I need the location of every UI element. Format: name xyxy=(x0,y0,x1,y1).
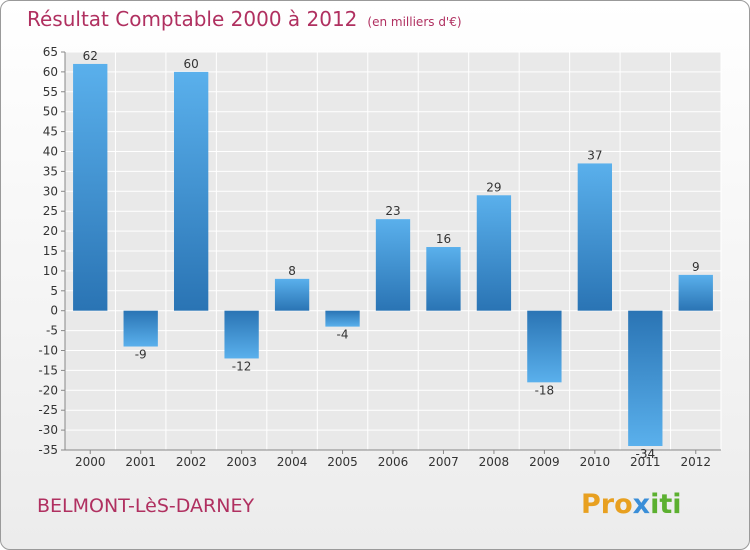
data-label-2001: -9 xyxy=(135,348,147,362)
x-tick-label-2005: 2005 xyxy=(327,455,358,469)
data-label-2010: 37 xyxy=(587,148,602,162)
bar-layer xyxy=(73,63,713,447)
x-tick-label-2007: 2007 xyxy=(428,455,459,469)
logo-part-1: Pro xyxy=(581,489,633,520)
x-tick-label-2006: 2006 xyxy=(378,455,409,469)
bar-2004 xyxy=(274,278,310,311)
proxiti-logo: Proxiti xyxy=(581,489,682,520)
y-tick-label: 50 xyxy=(43,105,58,119)
y-tick-label: 40 xyxy=(43,145,58,159)
logo-part-3: iti xyxy=(650,489,682,520)
y-tick-label: 60 xyxy=(43,65,58,79)
y-tick-label: 65 xyxy=(43,45,58,59)
y-tick-label: 0 xyxy=(50,304,58,318)
x-tick-label-2010: 2010 xyxy=(580,455,611,469)
data-label-2007: 16 xyxy=(436,232,451,246)
data-label-2011: -34 xyxy=(636,447,656,461)
bar-2001 xyxy=(123,310,158,347)
data-label-2008: 29 xyxy=(486,180,501,194)
y-tick-label: 45 xyxy=(43,125,58,139)
chart-title-block: Résultat Comptable 2000 à 2012 (en millie… xyxy=(27,7,462,31)
data-label-2000: 62 xyxy=(83,49,98,63)
bar-2007 xyxy=(426,247,461,311)
chart-subtitle: (en milliers d'€) xyxy=(367,15,462,29)
bar-2000 xyxy=(73,63,108,311)
x-tick-label-2011: 2011 xyxy=(630,455,661,469)
bar-2006 xyxy=(375,219,411,311)
y-tick-label: 20 xyxy=(43,224,58,238)
bar-2011 xyxy=(628,310,663,447)
data-label-2003: -12 xyxy=(232,359,252,373)
y-tick-label: -15 xyxy=(38,363,58,377)
y-tick-label: -35 xyxy=(38,443,58,457)
y-tick-label: -10 xyxy=(38,344,58,358)
y-tick-label: 30 xyxy=(43,184,58,198)
x-tick-label-2003: 2003 xyxy=(226,455,257,469)
data-label-2012: 9 xyxy=(692,260,700,274)
x-tick-label-2000: 2000 xyxy=(75,455,106,469)
chart-title: Résultat Comptable 2000 à 2012 xyxy=(27,7,358,31)
y-tick-label: -5 xyxy=(46,324,58,338)
data-label-2002: 60 xyxy=(184,57,199,71)
bar-2003 xyxy=(224,310,259,359)
x-tick-label-2012: 2012 xyxy=(680,455,711,469)
x-tick-label-2009: 2009 xyxy=(529,455,560,469)
y-tick-label: 25 xyxy=(43,204,58,218)
place-name: BELMONT-LèS-DARNEY xyxy=(37,495,255,517)
data-label-2009: -18 xyxy=(535,383,555,397)
bar-2012 xyxy=(678,274,713,311)
x-tick-label-2001: 2001 xyxy=(125,455,156,469)
bar-2010 xyxy=(577,163,613,311)
logo-part-2: x xyxy=(632,489,651,520)
data-label-2004: 8 xyxy=(288,264,296,278)
x-tick-label-2004: 2004 xyxy=(277,455,308,469)
data-label-2005: -4 xyxy=(337,328,349,342)
x-tick-label-2008: 2008 xyxy=(479,455,510,469)
y-tick-label: -25 xyxy=(38,403,58,417)
data-label-2006: 23 xyxy=(385,204,400,218)
y-tick-label: -20 xyxy=(38,383,58,397)
y-tick-label: 35 xyxy=(43,164,58,178)
y-tick-label: -30 xyxy=(38,423,58,437)
x-tick-label-2002: 2002 xyxy=(176,455,207,469)
bar-2009 xyxy=(527,310,562,383)
y-tick-label: 55 xyxy=(43,85,58,99)
y-tick-label: 15 xyxy=(43,244,58,258)
bar-2005 xyxy=(325,310,360,327)
y-tick-label: 10 xyxy=(43,264,58,278)
bar-2008 xyxy=(476,195,512,311)
label-layer: 65605550454035302520151050-5-10-15-20-25… xyxy=(38,45,711,469)
y-tick-label: 5 xyxy=(50,284,58,298)
bar-2002 xyxy=(173,71,209,311)
